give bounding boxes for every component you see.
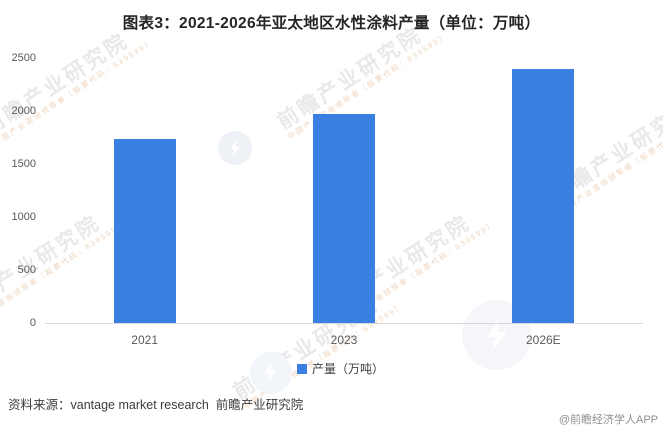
legend-label: 产量（万吨） [311, 362, 384, 376]
x-tick-label: 2021 [131, 333, 159, 347]
x-axis: 2021 2023 2026E [45, 333, 643, 349]
y-tick-label: 1500 [11, 158, 36, 170]
source-label: 资料来源： [8, 398, 71, 412]
copyright-note: @前瞻经济学人APP [558, 414, 658, 426]
bar-2023 [313, 113, 375, 323]
y-tick-label: 500 [17, 264, 36, 276]
bar-2026E [512, 69, 575, 323]
x-tick-label: 2023 [330, 333, 358, 347]
plot-area [45, 58, 643, 324]
legend: 产量（万吨） [9, 360, 663, 377]
source-note: 资料来源：vantage market research 前瞻产业研究院 [8, 394, 303, 413]
y-tick-label: 2500 [11, 52, 36, 64]
bar-2021 [113, 139, 176, 323]
x-tick-label: 2026E [525, 333, 561, 347]
legend-swatch-icon [296, 363, 307, 374]
y-tick-label: 1000 [11, 211, 36, 223]
y-tick-label: 2000 [11, 105, 36, 117]
y-tick-label: 0 [29, 317, 36, 329]
y-axis: 0 500 1000 1500 2000 2500 [0, 52, 36, 329]
chart-title: 图表3：2021-2026年亚太地区水性涂料产量（单位：万吨） [122, 15, 541, 32]
source-text: vantage market research 前瞻产业研究院 [70, 398, 304, 412]
